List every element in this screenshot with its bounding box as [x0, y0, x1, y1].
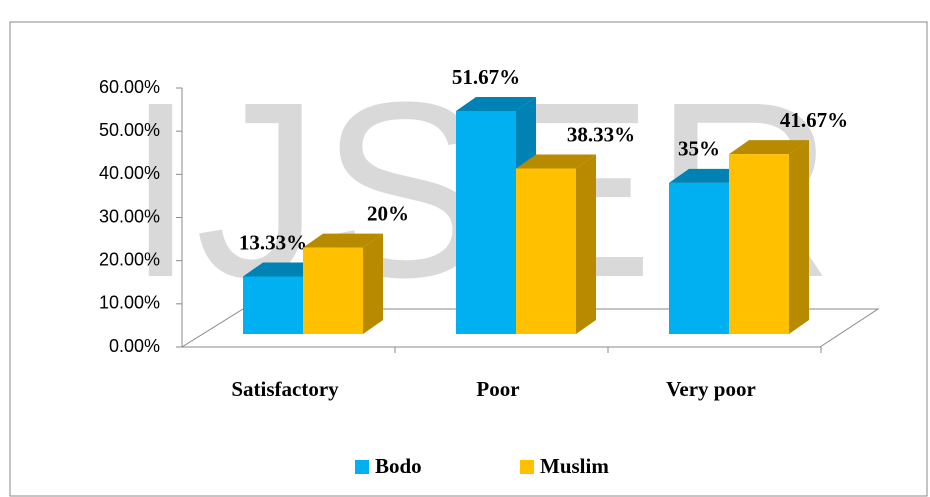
bar-face [576, 154, 596, 334]
value-label: 13.33% [239, 230, 307, 254]
y-tick-label: 50.00% [99, 120, 160, 140]
y-tick-label: 40.00% [99, 163, 160, 183]
y-tick-label: 30.00% [99, 206, 160, 226]
y-tick-label: 20.00% [99, 249, 160, 269]
bar-face [303, 233, 383, 248]
value-label: 20% [367, 201, 409, 225]
legend-label: Muslim [540, 454, 609, 478]
bar-face [789, 140, 809, 334]
value-label: 35% [678, 137, 720, 161]
x-tick-label: Satisfactory [231, 377, 339, 401]
y-tick-label: 0.00% [109, 336, 160, 356]
y-tick-label: 60.00% [99, 77, 160, 97]
value-label: 51.67% [452, 65, 520, 89]
bar-face [363, 233, 383, 334]
bar [729, 140, 809, 334]
y-tick-label: 10.00% [99, 293, 160, 313]
value-label: 38.33% [567, 122, 635, 146]
value-label: 41.67% [780, 108, 848, 132]
legend-label: Bodo [375, 454, 422, 478]
bar-face [456, 110, 516, 335]
bar-face [456, 96, 536, 111]
x-tick-label: Very poor [666, 377, 756, 401]
bar-face [516, 154, 596, 169]
bar-face [516, 168, 576, 334]
bar [516, 154, 596, 334]
bar-face [729, 154, 789, 334]
bar [303, 233, 383, 334]
legend-swatch [355, 460, 369, 474]
bar-face [243, 276, 303, 334]
bar-face [303, 247, 363, 334]
bar-face [729, 140, 809, 155]
legend-swatch [520, 460, 534, 474]
x-tick-label: Poor [476, 377, 519, 401]
bar-face [669, 182, 729, 334]
